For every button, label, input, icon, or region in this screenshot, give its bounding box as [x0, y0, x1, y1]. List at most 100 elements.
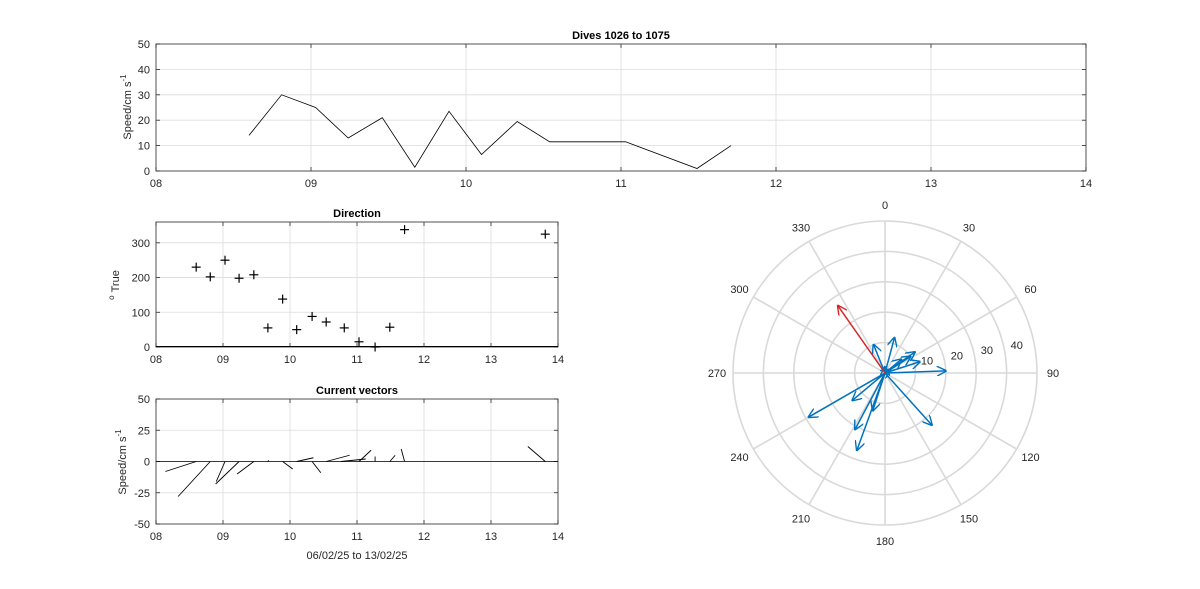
x-tick-label: 11 — [351, 531, 362, 543]
vector-stick — [400, 448, 406, 462]
compass-angle-label: 300 — [730, 284, 748, 296]
compass-arrow — [852, 372, 886, 400]
compass-angle-label: 120 — [1021, 452, 1039, 464]
direction-points — [156, 225, 558, 352]
direction-point — [321, 317, 331, 327]
x-tick-label: 13 — [925, 178, 937, 190]
y-tick-label: 10 — [138, 141, 150, 153]
direction-grid — [156, 222, 558, 347]
x-tick-label: 12 — [418, 354, 430, 366]
compass-angle-label: 270 — [708, 368, 726, 380]
compass-angle-label: 150 — [960, 513, 978, 525]
x-tick-label: 08 — [150, 531, 162, 543]
vector-stick — [282, 461, 293, 470]
x-tick-label: 12 — [418, 531, 430, 543]
x-tick-label: 10 — [460, 178, 472, 190]
x-tick-label: 14 — [552, 354, 564, 366]
compass-spoke — [884, 372, 962, 506]
compass-spoke — [884, 372, 1018, 450]
vector-stick — [165, 461, 197, 472]
vector-stick — [389, 454, 396, 462]
direction-point — [278, 294, 288, 304]
y-tick-label: 300 — [132, 238, 150, 250]
x-tick-label: 09 — [305, 178, 317, 190]
x-tick-label: 10 — [284, 354, 296, 366]
compass-arrow — [884, 362, 920, 374]
vector-stick — [326, 454, 350, 462]
direction-point — [540, 229, 550, 239]
x-tick-label: 09 — [217, 531, 229, 543]
y-tick-label: 30 — [138, 90, 150, 102]
vectors-x-axis-label: 06/02/25 to 13/02/25 — [307, 550, 408, 562]
x-tick-label: 11 — [351, 354, 362, 366]
vector-stick — [215, 461, 240, 485]
x-tick-label: 08 — [150, 178, 162, 190]
y-tick-label: 0 — [144, 342, 150, 354]
x-tick-label: 12 — [770, 178, 782, 190]
y-tick-label: -50 — [134, 519, 150, 531]
y-tick-label: 100 — [132, 307, 150, 319]
vector-stick — [177, 461, 211, 497]
y-tick-label: 25 — [138, 425, 150, 437]
direction-chart-title: Direction — [333, 208, 381, 220]
compass-plot: 0 30 60 90 120 150 180 210 240 270 300 330 10 20 30 40 — [708, 200, 1059, 548]
compass-angle-label: 210 — [792, 513, 810, 525]
x-tick-label: 08 — [150, 354, 162, 366]
vectors-chart-title: Current vectors — [316, 385, 398, 397]
vectors-ticks: 08 09 10 11 12 13 14 -50 -25 0 25 50 — [134, 394, 564, 543]
vector-stick — [236, 461, 255, 475]
compass-spoke — [808, 372, 886, 506]
direction-point — [191, 262, 201, 272]
speed-grid — [156, 44, 1086, 171]
compass-angle-label: 240 — [730, 452, 748, 464]
y-tick-label: 40 — [138, 64, 150, 76]
direction-point — [400, 225, 410, 235]
compass-arrow — [855, 372, 886, 429]
compass-arrow-latest — [838, 306, 886, 374]
direction-point — [385, 322, 395, 332]
direction-ticks: 08 09 10 11 12 13 14 0 100 200 300 — [132, 222, 564, 366]
direction-y-axis-label: oTrue — [107, 270, 122, 300]
x-tick-label: 11 — [615, 178, 626, 190]
x-tick-label: 10 — [284, 531, 296, 543]
vector-stick — [267, 460, 269, 462]
compass-radius-label: 40 — [1011, 340, 1023, 352]
compass-angle-label: 30 — [963, 223, 975, 235]
direction-point — [220, 255, 230, 265]
y-tick-label: -25 — [134, 488, 150, 500]
y-tick-label: 20 — [138, 115, 150, 127]
vector-stick — [527, 446, 546, 462]
direction-point — [234, 273, 244, 283]
compass-labels: 0 30 60 90 120 150 180 210 240 270 300 330 10 20 30 40 — [708, 200, 1059, 548]
compass-spoke — [808, 240, 886, 374]
speed-series-line — [248, 94, 732, 169]
direction-point — [205, 272, 215, 282]
direction-point — [307, 311, 317, 321]
compass-arrow — [874, 345, 886, 374]
speed-chart: 08 09 10 11 12 13 14 0 10 20 30 40 50 Dives 1026 to … — [119, 30, 1092, 190]
compass-spoke — [752, 296, 886, 374]
speed-y-axis-label: Speed/cm s-1 — [119, 74, 134, 140]
compass-radius-label: 30 — [981, 345, 993, 357]
y-tick-label: 0 — [144, 166, 150, 178]
vectors-chart: 08 09 10 11 12 13 14 -50 -25 0 25 50 Current vector… — [114, 385, 564, 562]
compass-arrow — [873, 372, 886, 411]
compass-angle-label: 60 — [1024, 284, 1036, 296]
vector-stick — [296, 457, 314, 462]
y-tick-label: 50 — [138, 39, 150, 51]
y-tick-label: 0 — [144, 457, 150, 469]
direction-point — [263, 323, 273, 333]
compass-spoke — [884, 240, 962, 374]
y-tick-label: 200 — [132, 273, 150, 285]
vectors-sticks — [165, 446, 546, 497]
speed-chart-title: Dives 1026 to 1075 — [572, 30, 670, 42]
vector-stick — [311, 461, 322, 474]
direction-point — [354, 337, 364, 347]
compass-angle-label: 0 — [882, 200, 888, 212]
y-tick-label: 50 — [138, 394, 150, 406]
compass-arrow — [884, 371, 946, 373]
compass-radius-label: 10 — [921, 356, 933, 368]
direction-chart: 08 09 10 11 12 13 14 0 100 200 300 Direction oTrue — [107, 208, 564, 366]
vector-stick — [358, 449, 372, 462]
